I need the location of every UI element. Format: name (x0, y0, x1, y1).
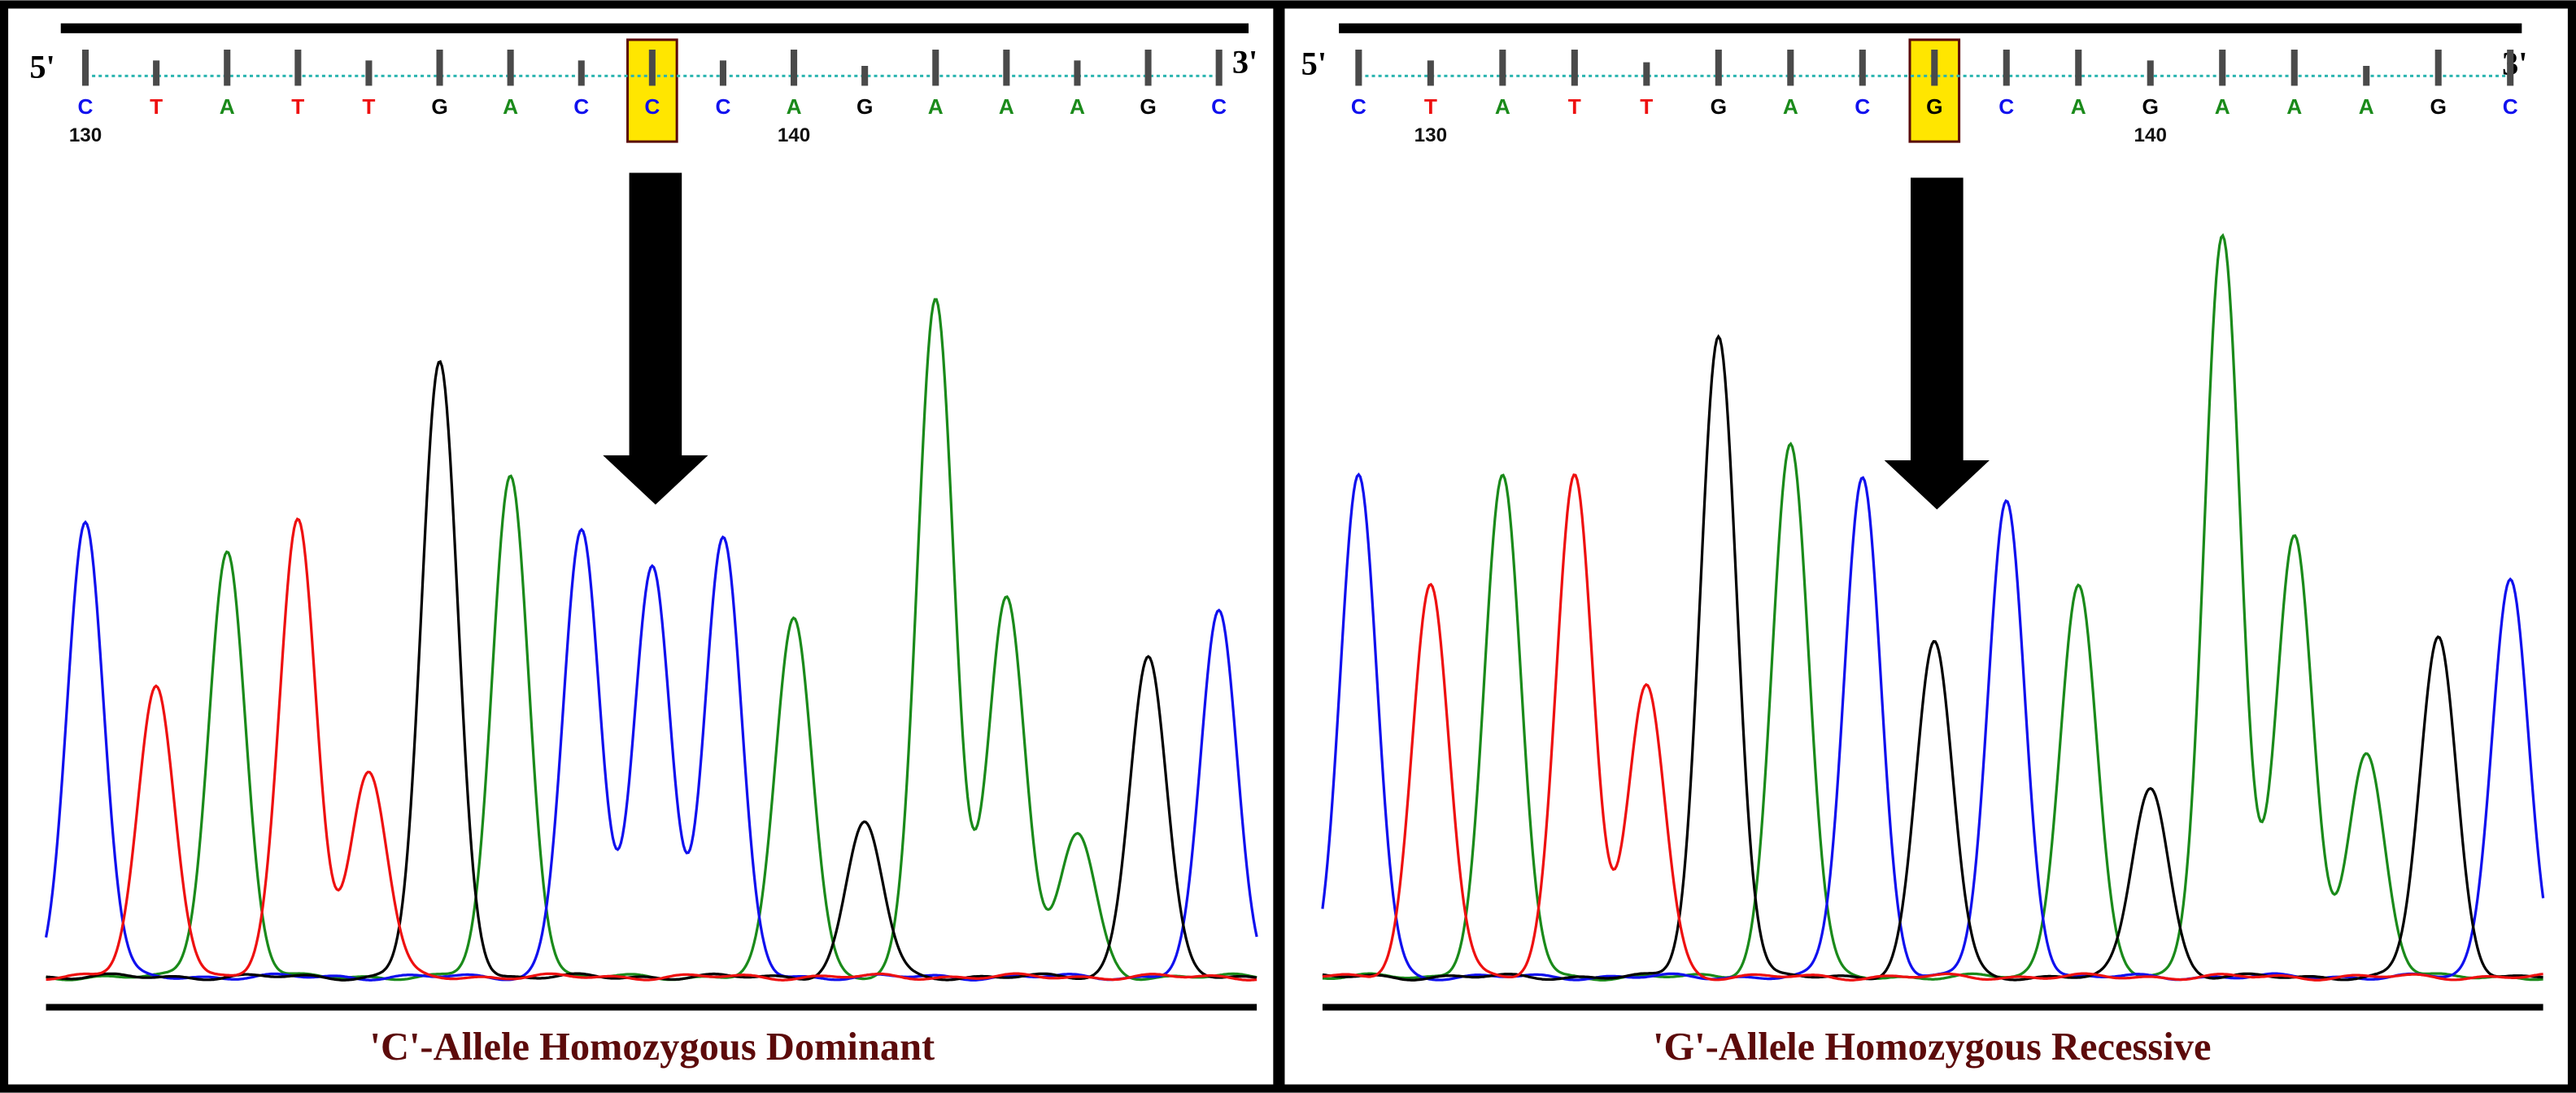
quality-tick (81, 50, 89, 86)
quality-tick (1571, 50, 1578, 86)
quality-tick (1499, 50, 1506, 86)
quality-tick (2075, 50, 2082, 86)
panel-title: 'C'-Allele Homozygous Dominant (370, 1026, 935, 1069)
down-arrow-icon (603, 172, 708, 505)
five-prime-label: 5' (29, 48, 54, 85)
base-call: A (503, 94, 518, 119)
five-prime-label: 5' (1301, 45, 1327, 81)
base-call: G (1140, 94, 1156, 119)
base-call: T (1640, 94, 1653, 119)
quality-tick (2363, 66, 2370, 86)
quality-tick (578, 60, 585, 86)
quality-tick (2507, 50, 2514, 86)
base-call: T (291, 94, 304, 119)
quality-tick (1003, 50, 1010, 86)
quality-tick (932, 50, 939, 86)
trace-t (46, 517, 1257, 982)
position-label: 140 (778, 124, 810, 146)
panel-title: 'G'-Allele Homozygous Recessive (1653, 1026, 2212, 1069)
quality-tick (648, 50, 656, 86)
quality-tick (1144, 50, 1152, 86)
base-call: C (1998, 94, 2014, 119)
base-call: C (78, 94, 94, 119)
position-label: 130 (69, 124, 102, 146)
trace-g (46, 359, 1257, 982)
quality-tick (2291, 50, 2298, 86)
quality-tick (2434, 50, 2442, 86)
base-call: A (999, 94, 1014, 119)
three-prime-label: 3' (1232, 43, 1257, 80)
base-call: C (573, 94, 589, 119)
base-call: C (1855, 94, 1870, 119)
base-call: A (787, 94, 802, 119)
position-label: 130 (1414, 124, 1447, 146)
quality-tick (294, 50, 302, 86)
top-bar (1339, 23, 2522, 33)
quality-tick (2003, 50, 2010, 86)
base-call: A (928, 94, 944, 119)
base-call: C (715, 94, 730, 119)
quality-tick (436, 50, 443, 86)
trace-t (1322, 473, 2543, 982)
quality-tick (791, 50, 798, 86)
base-call: C (1211, 94, 1227, 119)
quality-tick (1787, 50, 1794, 86)
base-call: T (362, 94, 375, 119)
quality-tick (1215, 50, 1223, 86)
base-call: A (1070, 94, 1085, 119)
highlight-box (626, 38, 678, 143)
quality-tick (1427, 60, 1434, 86)
quality-tick (1355, 50, 1362, 86)
base-call: A (1783, 94, 1798, 119)
quality-tick (2147, 60, 2154, 86)
base-call: G (1711, 94, 1727, 119)
base-call: A (2071, 94, 2086, 119)
quality-tick (1643, 62, 1650, 86)
base-call: G (1926, 94, 1942, 119)
quality-tick (1074, 60, 1081, 86)
base-call: A (2215, 94, 2230, 119)
quality-tick (224, 50, 231, 86)
top-bar (60, 23, 1249, 33)
quality-tick (507, 50, 514, 86)
position-label: 140 (2134, 124, 2167, 146)
quality-tick (1859, 50, 1866, 86)
base-call: T (150, 94, 163, 119)
quality-tick (719, 60, 726, 86)
base-call: T (1424, 94, 1437, 119)
quality-tick (861, 66, 869, 86)
base-call: C (1351, 94, 1366, 119)
base-call: A (1495, 94, 1510, 119)
trace-a (1322, 233, 2543, 982)
panel-right-bg (1284, 8, 2568, 1085)
base-call: A (220, 94, 235, 119)
three-prime-label: 3' (2502, 45, 2527, 81)
base-call: G (856, 94, 873, 119)
base-call: T (1568, 94, 1581, 119)
down-arrow-icon (1884, 177, 1990, 510)
quality-tick (1931, 50, 1938, 86)
quality-tick (2219, 50, 2226, 86)
base-call: G (2430, 94, 2447, 119)
base-call: G (431, 94, 447, 119)
panel-c-allele: 'C'-Allele Homozygous Dominant 5' 3' C T A… (29, 23, 1258, 1069)
bottom-bar (1322, 1004, 2543, 1011)
trace-g (1322, 333, 2543, 982)
panel-left-bg (8, 8, 1274, 1085)
quality-tick (365, 60, 373, 86)
base-call: C (2503, 94, 2518, 119)
panel-g-allele: 'G'-Allele Homozygous Recessive 5' 3' C T… (1301, 23, 2545, 1069)
quality-tick (1715, 50, 1722, 86)
base-call: A (2359, 94, 2374, 119)
base-call: C (644, 94, 660, 119)
bottom-bar (46, 1004, 1257, 1011)
quality-tick (153, 60, 160, 86)
base-call: G (2142, 94, 2159, 119)
base-call: A (2286, 94, 2302, 119)
